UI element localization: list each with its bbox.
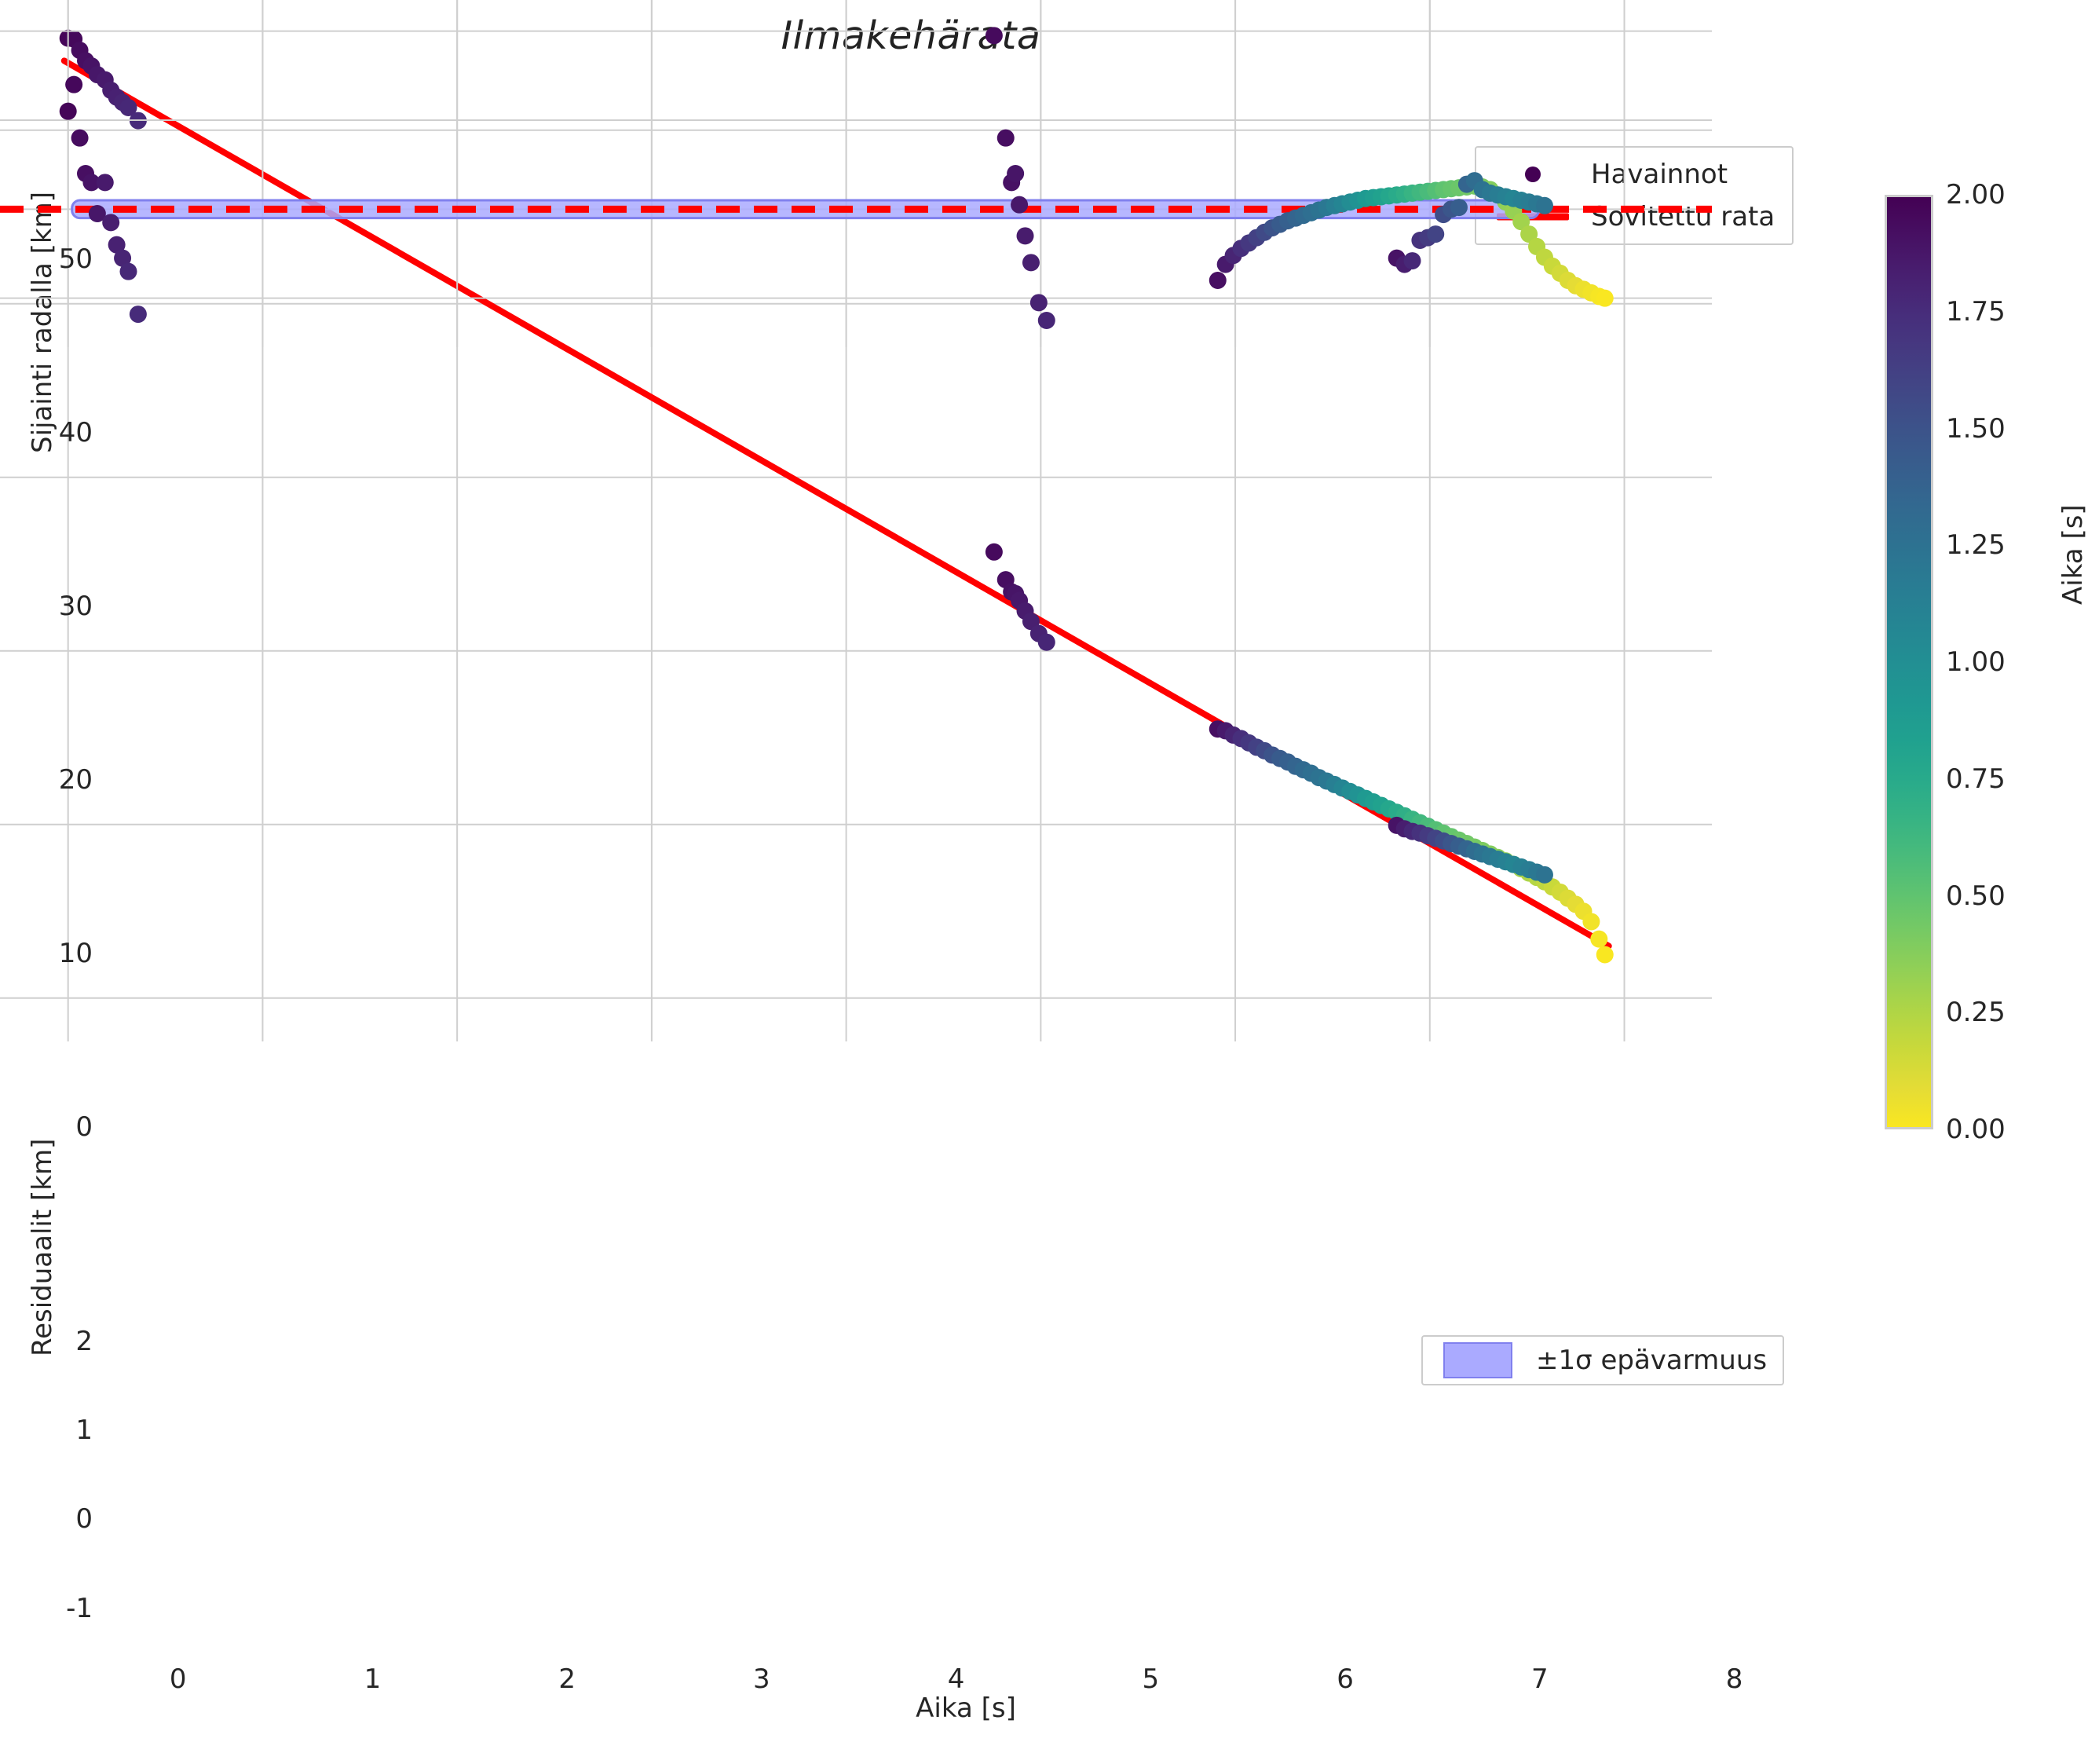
- legend-item-havainnot: Havainnot: [1494, 159, 1775, 190]
- residual-point: [1520, 225, 1538, 243]
- data-point: [119, 99, 137, 117]
- residual-point: [1450, 199, 1468, 217]
- residuals-y-tick-label: 2: [75, 1325, 93, 1357]
- residual-point: [119, 262, 137, 280]
- colorbar-tick-label: 2.00: [1946, 179, 2006, 210]
- colorbar-tick-label: 1.50: [1946, 412, 2006, 445]
- x-axis-tick-label: 1: [364, 1663, 382, 1695]
- colorbar-tick-label: 1.25: [1946, 529, 2006, 562]
- legend-label-uncertainty: ±1σ epävarmuus: [1536, 1345, 1768, 1376]
- colorbar-tick-label: 1.00: [1946, 646, 2006, 678]
- x-axis-tick-label: 2: [558, 1663, 576, 1695]
- residual-point: [114, 249, 132, 267]
- legend-item-uncertainty: ±1σ epävarmuus: [1439, 1342, 1768, 1378]
- residuals-plot-canvas: [0, 0, 1712, 347]
- colorbar-tick-label: 0.75: [1946, 763, 2006, 795]
- colorbar-tick-label: 1.75: [1946, 295, 2006, 328]
- residual-points: [59, 27, 1614, 329]
- colorbar-gradient: [1887, 197, 1931, 1127]
- x-axis-tick-label: 0: [169, 1663, 187, 1695]
- residuals-y-tick-label: -1: [66, 1592, 93, 1624]
- residual-point: [1403, 252, 1421, 270]
- observation-points: [59, 29, 1614, 964]
- legend-label-havainnot: Havainnot: [1591, 159, 1728, 190]
- residuals-y-tick-label: 1: [75, 1414, 93, 1446]
- residual-point: [1209, 272, 1227, 289]
- colorbar-tick-label: 0.00: [1946, 1114, 2006, 1145]
- residual-point: [1037, 312, 1055, 329]
- main-y-tick-label: 10: [58, 937, 93, 969]
- data-point: [985, 543, 1003, 561]
- main-y-tick-label: 30: [58, 590, 93, 622]
- residuals-plot-axes: [0, 0, 1712, 1389]
- main-y-tick-label: 0: [75, 1111, 93, 1143]
- main-y-tick-label: 50: [58, 243, 93, 275]
- x-axis-tick-label: 5: [1142, 1663, 1160, 1695]
- colorbar-label: Aika [s]: [2057, 504, 2089, 605]
- residual-point: [59, 102, 77, 120]
- residuals-y-axis-label: Residuaalit [km]: [27, 1138, 58, 1356]
- residual-point: [1011, 196, 1029, 214]
- data-point: [1596, 946, 1614, 964]
- main-y-tick-label: 40: [58, 416, 93, 448]
- x-axis-tick-label: 7: [1530, 1663, 1549, 1695]
- residual-point: [96, 174, 114, 192]
- residual-point: [1022, 254, 1040, 272]
- residual-point: [88, 205, 106, 222]
- x-axis-tick-label: 3: [753, 1663, 770, 1695]
- data-point: [1535, 866, 1553, 884]
- x-axis-tick-label: 8: [1725, 1663, 1743, 1695]
- residual-point: [1596, 289, 1614, 307]
- marker-dot-icon: [1494, 163, 1572, 186]
- x-axis-tick-label: 6: [1337, 1663, 1354, 1695]
- residual-point: [1427, 225, 1445, 243]
- residuals-y-tick-label: 0: [75, 1503, 93, 1535]
- main-y-tick-label: 20: [58, 763, 93, 796]
- colorbar-tick-label: 0.25: [1946, 997, 2006, 1029]
- residual-point: [82, 174, 101, 192]
- residual-point: [108, 236, 126, 254]
- band-patch-icon: [1439, 1342, 1517, 1378]
- residual-point: [71, 129, 89, 147]
- colorbar-tick-label: 0.50: [1946, 880, 2006, 912]
- residual-point: [1016, 227, 1034, 245]
- x-axis-label: Aika [s]: [916, 1693, 1016, 1724]
- x-axis-tick-label: 4: [947, 1663, 965, 1695]
- residual-point: [65, 75, 83, 93]
- data-point: [1037, 633, 1055, 651]
- residual-point: [1029, 294, 1048, 312]
- data-point: [1582, 913, 1600, 931]
- residual-point: [1535, 196, 1553, 214]
- residual-point: [985, 27, 1003, 45]
- residuals-legend: ±1σ epävarmuus: [1421, 1335, 1785, 1385]
- residual-point: [1512, 213, 1530, 231]
- residual-point: [1007, 165, 1025, 182]
- data-point: [1590, 930, 1608, 948]
- residual-point: [129, 306, 147, 324]
- colorbar: [1885, 195, 1933, 1129]
- residual-point: [102, 214, 120, 232]
- residual-point: [996, 129, 1015, 147]
